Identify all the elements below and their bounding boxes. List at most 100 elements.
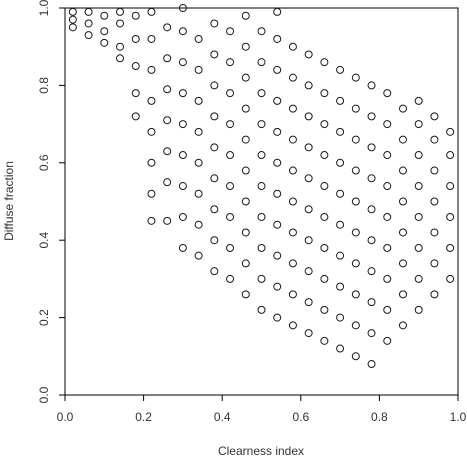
- point: [288, 228, 297, 237]
- point: [131, 112, 140, 121]
- point: [257, 182, 266, 191]
- point: [367, 174, 376, 183]
- point: [383, 151, 392, 160]
- point: [430, 166, 439, 175]
- point: [178, 212, 187, 221]
- point: [194, 158, 203, 167]
- point: [430, 135, 439, 144]
- point: [414, 305, 423, 314]
- x-axis-label: Clearness index: [218, 444, 304, 458]
- point: [116, 54, 125, 63]
- point: [241, 197, 250, 206]
- point: [414, 182, 423, 191]
- point: [383, 120, 392, 129]
- point: [304, 50, 313, 59]
- point: [100, 38, 109, 47]
- point: [273, 251, 282, 260]
- point: [383, 274, 392, 283]
- point: [383, 305, 392, 314]
- point: [273, 7, 282, 16]
- point: [147, 127, 156, 136]
- point: [226, 243, 235, 252]
- point: [194, 34, 203, 43]
- point: [367, 329, 376, 338]
- point: [194, 189, 203, 198]
- x-tick-label: 1.0: [450, 410, 467, 424]
- point: [178, 151, 187, 160]
- point: [210, 205, 219, 214]
- point: [414, 212, 423, 221]
- point: [351, 135, 360, 144]
- x-tick-label: 0.2: [135, 410, 152, 424]
- point: [163, 23, 172, 32]
- point: [351, 73, 360, 82]
- point: [68, 15, 77, 24]
- point: [414, 96, 423, 105]
- point: [163, 54, 172, 63]
- point: [257, 305, 266, 314]
- point: [178, 27, 187, 36]
- point: [194, 96, 203, 105]
- point: [147, 65, 156, 74]
- point: [304, 143, 313, 152]
- point: [336, 158, 345, 167]
- point: [194, 65, 203, 74]
- point: [288, 321, 297, 330]
- point: [257, 243, 266, 252]
- point: [131, 11, 140, 20]
- point: [336, 313, 345, 322]
- point: [147, 216, 156, 225]
- point: [351, 321, 360, 330]
- point: [178, 120, 187, 129]
- point: [367, 298, 376, 307]
- point: [398, 104, 407, 113]
- point: [304, 205, 313, 214]
- point: [257, 27, 266, 36]
- point: [241, 166, 250, 175]
- point: [320, 120, 329, 129]
- point: [367, 205, 376, 214]
- point: [147, 96, 156, 105]
- point: [288, 197, 297, 206]
- point: [116, 7, 125, 16]
- point: [241, 259, 250, 268]
- point: [178, 89, 187, 98]
- point: [210, 267, 219, 276]
- point: [288, 73, 297, 82]
- point: [336, 65, 345, 74]
- x-tick-label: 0.0: [57, 410, 74, 424]
- point: [320, 58, 329, 67]
- point: [241, 73, 250, 82]
- point: [414, 243, 423, 252]
- point: [147, 158, 156, 167]
- point: [414, 120, 423, 129]
- point: [226, 151, 235, 160]
- point: [273, 127, 282, 136]
- point: [351, 197, 360, 206]
- y-tick-label: 0.8: [37, 77, 51, 94]
- point: [273, 282, 282, 291]
- point: [241, 104, 250, 113]
- point: [320, 305, 329, 314]
- point: [178, 182, 187, 191]
- point: [304, 267, 313, 276]
- point: [288, 135, 297, 144]
- point: [210, 19, 219, 28]
- point: [257, 212, 266, 221]
- point: [351, 104, 360, 113]
- point: [320, 212, 329, 221]
- point: [383, 212, 392, 221]
- point: [336, 282, 345, 291]
- point: [398, 321, 407, 330]
- point: [367, 360, 376, 369]
- point: [178, 4, 187, 12]
- point: [226, 274, 235, 283]
- point: [100, 11, 109, 20]
- point: [194, 220, 203, 229]
- point: [367, 236, 376, 245]
- x-tick-label: 0.8: [371, 410, 388, 424]
- point: [336, 251, 345, 260]
- point: [84, 31, 93, 40]
- point: [304, 329, 313, 338]
